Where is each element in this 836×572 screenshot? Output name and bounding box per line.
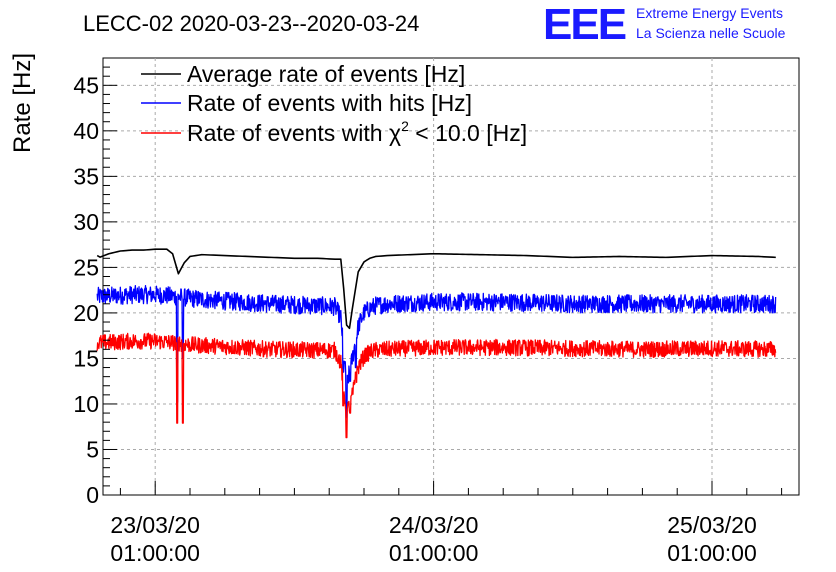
grid-lines [103, 58, 799, 495]
y-tick-label: 30 [73, 209, 99, 235]
y-tick-label: 15 [73, 345, 99, 371]
eee-logo-line1: Extreme Energy Events [636, 5, 783, 21]
eee-logo: EEE Extreme Energy Events La Scienza nel… [543, 0, 786, 49]
y-tick-label: 10 [73, 391, 99, 417]
eee-logo-line2: La Scienza nelle Scuole [636, 25, 786, 41]
legend-label-1: Rate of events with hits [Hz] [187, 90, 472, 116]
series-line-2 [96, 332, 777, 439]
x-tick-date: 23/03/20 [110, 512, 200, 538]
chart-title: LECC-02 2020-03-23--2020-03-24 [83, 11, 419, 36]
y-tick-label: 45 [73, 72, 99, 98]
series-line-1 [96, 285, 777, 419]
eee-logo-text: EEE [543, 0, 626, 49]
x-tick-time: 01:00:00 [110, 540, 200, 566]
series-layer [96, 248, 777, 439]
y-tick-label: 5 [86, 436, 99, 462]
legend-label-2: Rate of events with χ2 < 10.0 [Hz] [187, 118, 527, 146]
y-tick-label: 35 [73, 163, 99, 189]
x-tick-date: 25/03/20 [667, 512, 757, 538]
series-line-0 [96, 248, 776, 330]
legend: Average rate of events [Hz] Rate of event… [141, 61, 527, 146]
y-tick-label: 0 [86, 482, 99, 508]
x-tick-time: 01:00:00 [389, 540, 479, 566]
y-axis-label: Rate [Hz] [9, 53, 36, 153]
y-tick-label: 25 [73, 254, 99, 280]
x-tick-time: 01:00:00 [667, 540, 757, 566]
y-tick-label: 40 [73, 118, 99, 144]
x-tick-date: 24/03/20 [389, 512, 479, 538]
legend-label-0: Average rate of events [Hz] [187, 61, 465, 87]
axes: 05101520253035404523/03/2001:00:0024/03/… [73, 57, 783, 566]
y-tick-label: 20 [73, 300, 99, 326]
